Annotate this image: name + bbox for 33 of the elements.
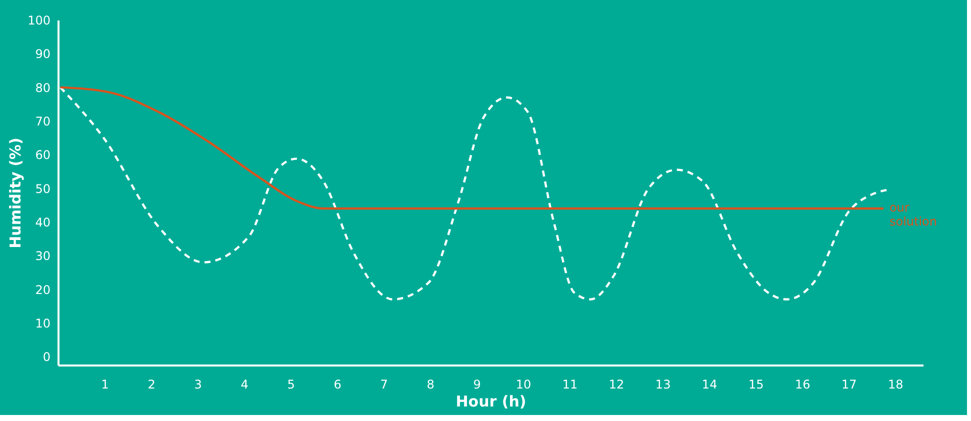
y-tick-label: 40: [35, 215, 50, 230]
x-tick-label: 3: [194, 378, 202, 392]
y-tick-label: 80: [35, 80, 50, 95]
y-tick-label: 60: [35, 148, 50, 162]
x-tick-label: 14: [702, 378, 718, 392]
x-tick-label: 9: [473, 378, 481, 392]
x-tick-label: 17: [841, 378, 857, 392]
x-tick-label: 18: [888, 378, 904, 392]
y-tick-label: 90: [35, 47, 50, 62]
y-axis-title: Humidity (%): [6, 138, 25, 248]
series-label: our solution: [889, 200, 937, 228]
x-axis-title: Hour (h): [456, 392, 526, 410]
x-tick-label: 5: [287, 378, 295, 392]
y-tick-label: 30: [35, 249, 50, 264]
x-tick-label: 10: [516, 378, 532, 392]
y-tick-label: 50: [35, 182, 50, 196]
x-tick-label: 7: [380, 378, 388, 392]
x-tick-label: 6: [334, 378, 342, 392]
x-tick-label: 8: [426, 378, 434, 392]
y-tick-label: 70: [35, 114, 50, 128]
x-tick-label: 4: [240, 378, 248, 392]
x-tick-label: 13: [655, 378, 671, 392]
line-series: [59, 86, 885, 210]
x-tick-label: 16: [794, 378, 810, 392]
x-tick-label: 2: [148, 378, 156, 392]
y-tick-label: 100: [28, 14, 50, 28]
y-tick-label: 10: [35, 316, 50, 330]
y-tick-label: 0: [42, 350, 50, 364]
x-tick-label: 11: [562, 378, 578, 392]
x-tick-label: 1: [101, 378, 109, 392]
x-tick-label: 12: [608, 378, 624, 392]
y-tick-label: 20: [35, 282, 50, 297]
x-tick-label: 15: [748, 378, 764, 392]
